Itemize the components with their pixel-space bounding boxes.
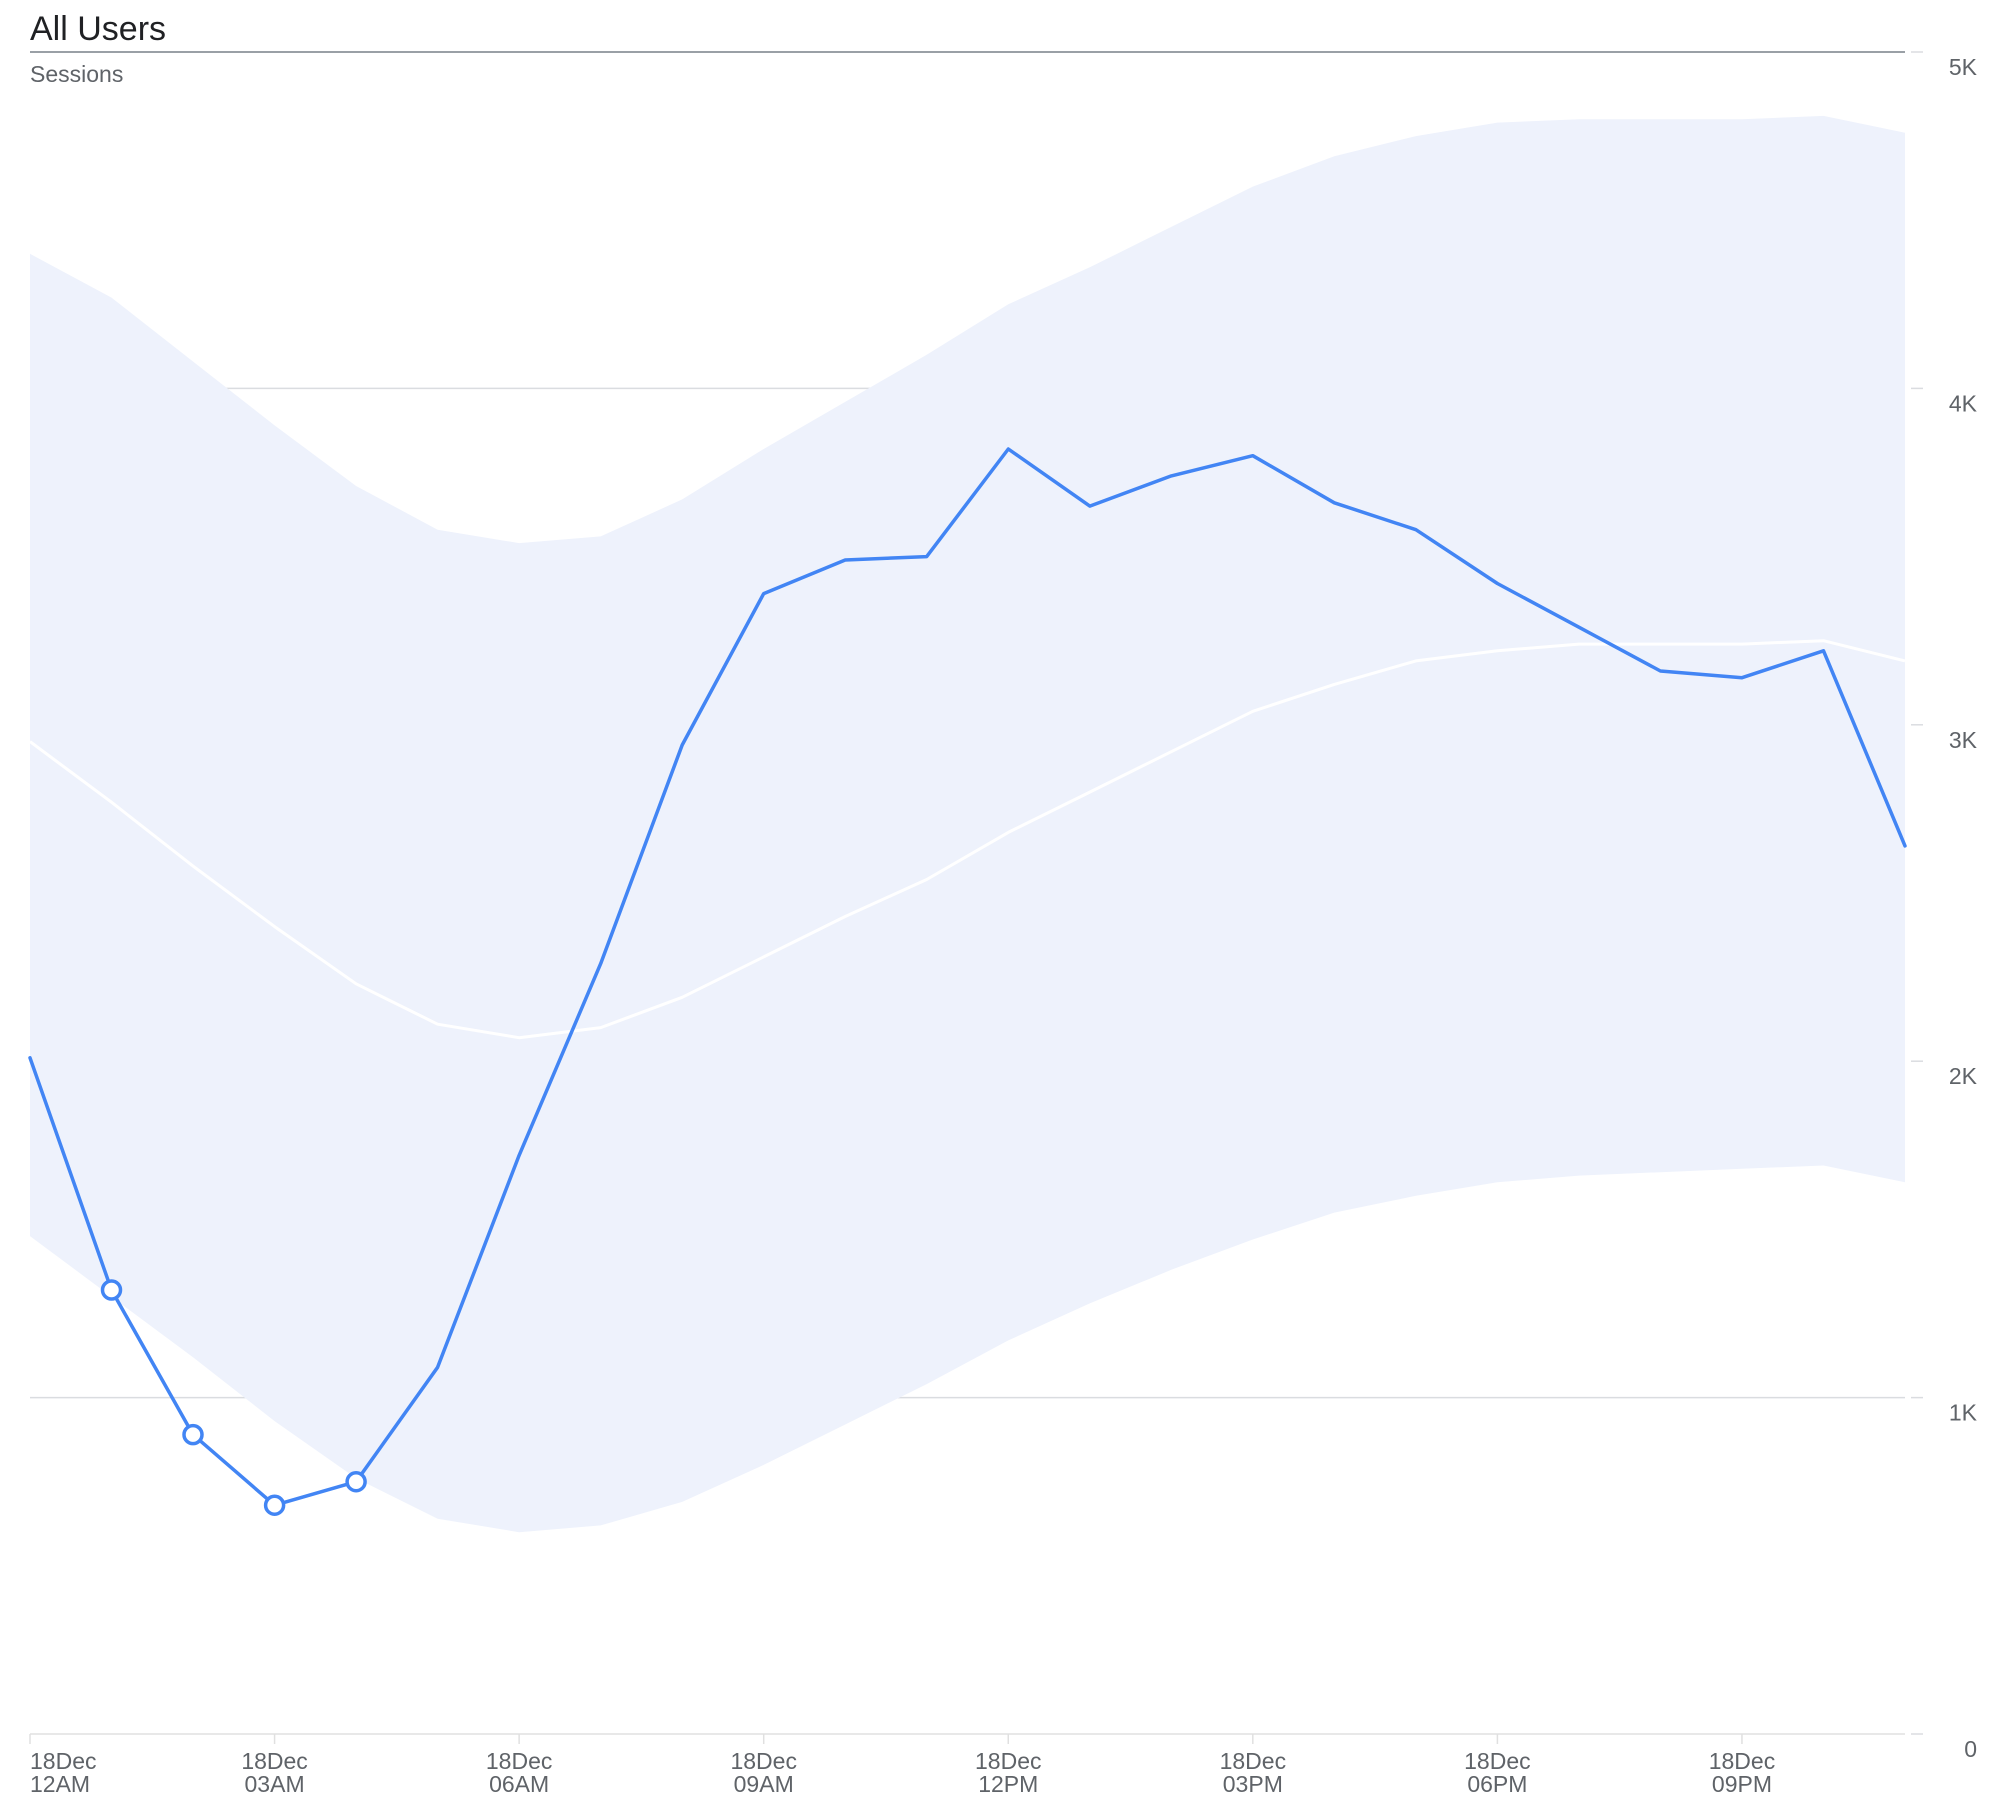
expected-line-group xyxy=(29,639,1906,1040)
anomaly-points xyxy=(100,1279,367,1516)
y-tick-label: 0 xyxy=(1964,1736,1977,1762)
forecast-band-area xyxy=(30,115,1905,1533)
x-tick-label-date: 18Dec xyxy=(30,1748,96,1774)
x-tick-label-time: 09PM xyxy=(1712,1771,1772,1797)
sessions-line xyxy=(28,447,1907,1507)
y-axis: 0 1K 2K 3K 4K 5K xyxy=(1911,51,1978,1762)
x-tick-label-date: 18Dec xyxy=(1464,1748,1530,1774)
x-tick-label-time: 06AM xyxy=(489,1771,549,1797)
y-tick-label: 1K xyxy=(1949,1400,1978,1426)
x-tick-label-time: 03PM xyxy=(1223,1771,1283,1797)
x-tick-label-date: 18Dec xyxy=(486,1748,552,1774)
y-tick-label: 2K xyxy=(1949,1063,1978,1089)
x-tick-label-date: 18Dec xyxy=(975,1748,1041,1774)
x-tick-label-date: 18Dec xyxy=(241,1748,307,1774)
x-axis: 18Dec12AM18Dec03AM18Dec06AM18Dec09AM18De… xyxy=(29,1733,1905,1797)
x-tick-label-time: 12AM xyxy=(30,1771,90,1797)
chart-subtitle: Sessions xyxy=(30,61,123,87)
anomaly-point[interactable] xyxy=(345,1470,367,1493)
y-tick-label: 4K xyxy=(1949,390,1978,416)
sessions-series xyxy=(28,447,1907,1507)
x-tick-label-time: 06PM xyxy=(1467,1771,1527,1797)
anomaly-point[interactable] xyxy=(100,1279,123,1301)
x-tick-label-date: 18Dec xyxy=(1220,1748,1286,1774)
anomaly-point[interactable] xyxy=(182,1423,204,1446)
y-tick-label: 3K xyxy=(1949,727,1978,753)
x-tick-label-date: 18Dec xyxy=(1709,1748,1775,1774)
forecast-band xyxy=(30,115,1905,1533)
y-tick-label: 5K xyxy=(1949,54,1978,80)
chart-title: All Users xyxy=(30,10,166,48)
x-tick-label-time: 09AM xyxy=(734,1771,794,1797)
expected-line xyxy=(29,639,1906,1040)
x-tick-label-date: 18Dec xyxy=(730,1748,796,1774)
x-tick-label-time: 12PM xyxy=(978,1771,1038,1797)
anomaly-point[interactable] xyxy=(263,1494,286,1516)
x-tick-label-time: 03AM xyxy=(245,1771,305,1797)
